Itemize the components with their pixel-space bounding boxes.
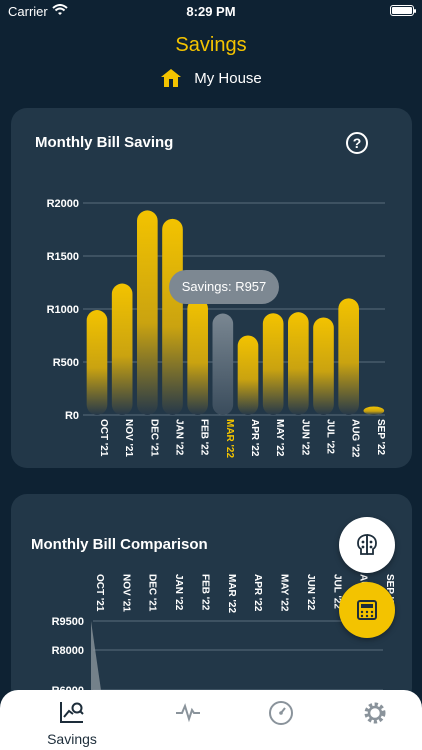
saving-bar-chart: R0 R500 R1000 R1500 R2000 OCT '21 NOV '21 DEC '… <box>47 198 386 458</box>
house-name: My House <box>194 69 262 87</box>
x-tick-label: OCT '21 <box>94 574 105 612</box>
y-tick-label: R9500 <box>52 616 84 628</box>
x-tick-label: DEC '21 <box>148 419 159 457</box>
bar <box>338 298 359 415</box>
y-tick-label: R8000 <box>52 645 84 657</box>
status-time: 8:29 PM <box>186 4 236 19</box>
x-tick-label: SEP '22 <box>384 574 395 611</box>
help-icon[interactable]: ? <box>346 132 368 154</box>
card-title: Monthly Bill Comparison <box>31 536 208 553</box>
x-tick-label: NOV '21 <box>123 419 134 457</box>
x-tick-label: MAR '22 <box>226 574 237 613</box>
y-tick-label: R1000 <box>47 304 79 316</box>
gauge-icon <box>269 701 293 725</box>
x-tick-label: MAY '22 <box>279 574 290 612</box>
x-tick-label: JAN '22 <box>174 419 185 456</box>
x-tick-label: JUN '22 <box>305 574 316 611</box>
battery-icon <box>390 5 416 16</box>
bar <box>187 298 208 415</box>
x-tick-label: APR '22 <box>252 574 263 612</box>
bar <box>363 406 385 415</box>
x-tick-label: JUL '22 <box>331 574 342 609</box>
ai-assistant-button[interactable] <box>339 517 395 573</box>
tab-savings-label: Savings <box>47 731 97 747</box>
tab-gauge[interactable] <box>268 700 294 731</box>
bar <box>262 313 284 415</box>
savings-tooltip: Savings: R957 <box>169 270 279 304</box>
x-tick-label: NOV '21 <box>120 574 131 612</box>
brain-icon <box>357 534 377 555</box>
tab-activity[interactable] <box>175 700 201 729</box>
calculator-icon <box>357 600 377 620</box>
x-tick-label: JUN '22 <box>299 419 310 456</box>
monthly-bill-saving-card: Monthly Bill Saving ? R0 R500 R1000 R1500 R2… <box>11 108 412 468</box>
tab-savings[interactable]: Savings <box>44 700 100 747</box>
bar <box>288 312 309 415</box>
bar <box>237 335 259 415</box>
calculator-button[interactable] <box>339 582 395 638</box>
x-tick-label: FEB '22 <box>199 419 210 456</box>
x-tick-label: JAN '22 <box>173 574 184 611</box>
x-tick-label: FEB '22 <box>199 574 210 611</box>
bar <box>86 310 108 415</box>
y-tick-label: R1500 <box>47 251 79 263</box>
house-selector[interactable]: My House <box>0 68 422 88</box>
carrier-label: Carrier <box>8 4 48 19</box>
wifi-icon <box>52 4 68 15</box>
y-tick-label: R2000 <box>47 198 79 210</box>
bar <box>137 210 158 415</box>
page-title: Savings <box>175 34 247 56</box>
bar <box>162 218 183 415</box>
gear-icon <box>364 702 386 724</box>
tooltip-text: Savings: R957 <box>181 279 267 294</box>
bar <box>111 283 133 415</box>
bar <box>313 317 334 415</box>
x-tick-label: JUL '22 <box>325 419 336 454</box>
house-icon <box>161 69 182 87</box>
card-title: Monthly Bill Saving <box>35 134 174 151</box>
tab-settings[interactable] <box>362 700 388 731</box>
x-tick-label: SEP '22 <box>375 419 386 456</box>
x-tick-label: AUG '22 <box>350 419 361 458</box>
savings-chart-icon <box>60 702 84 723</box>
x-tick-label: MAY '22 <box>274 419 285 457</box>
bar <box>212 313 234 415</box>
x-tick-label: DEC '21 <box>147 574 158 612</box>
x-tick-label: APR '22 <box>249 419 260 457</box>
y-tick-label: R500 <box>53 357 79 369</box>
status-bar: Carrier 8:29 PM <box>0 0 422 24</box>
x-tick-label: MAR '22 <box>224 419 235 458</box>
x-tick-label: OCT '21 <box>98 419 109 457</box>
activity-icon <box>176 703 200 723</box>
series-line <box>91 621 103 704</box>
y-tick-label: R0 <box>65 410 79 422</box>
tab-bar: Savings <box>0 690 422 750</box>
